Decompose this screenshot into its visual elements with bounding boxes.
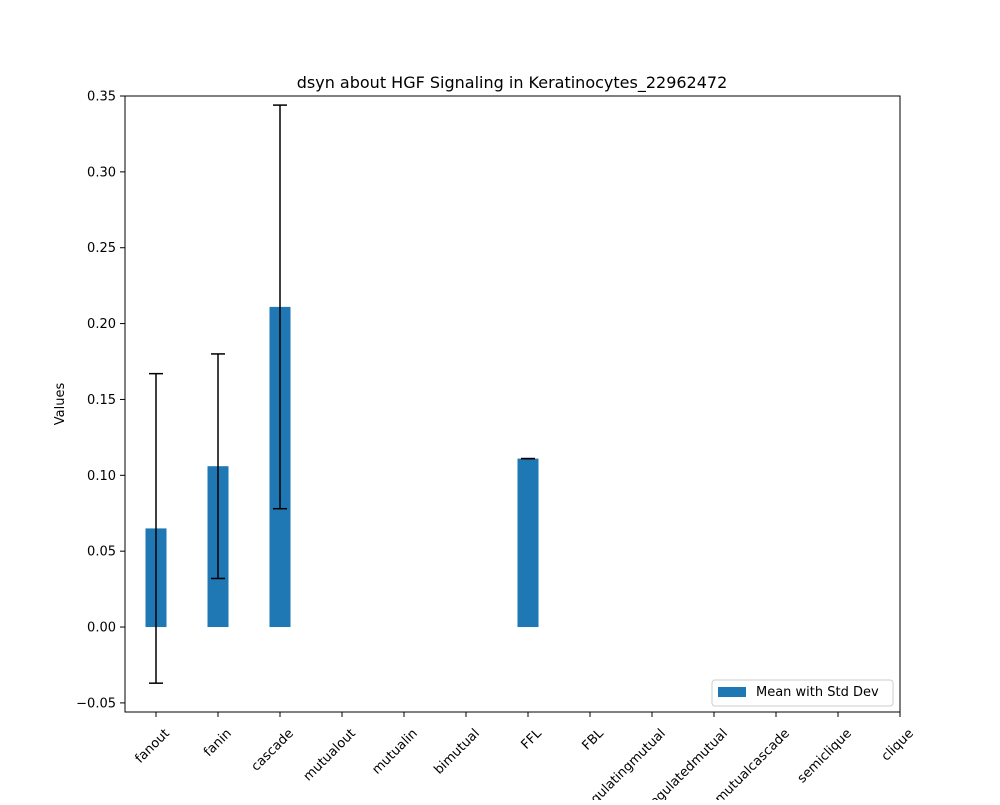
y-tick-label: 0.15 — [87, 393, 116, 408]
x-tick-label-mutualin: mutualin — [369, 726, 420, 777]
x-tick-label-mutualout: mutualout — [301, 726, 359, 784]
error-bar-fanout — [149, 372, 163, 684]
x-tick-label-fanout: fanout — [132, 726, 172, 766]
x-tick-label-FFL: FFL — [519, 726, 546, 753]
y-tick-label: 0.20 — [87, 317, 116, 332]
y-tick-label: 0.35 — [87, 90, 116, 105]
x-tick-label-cascade: cascade — [249, 726, 297, 774]
error-bar-cascade — [273, 104, 287, 510]
x-tick-label-FBL: FBL — [580, 726, 608, 754]
error-bars-layer — [149, 104, 535, 684]
error-bar-fanin — [211, 353, 225, 580]
x-axis: fanout fanin cascade mutualout mutualin bimut… — [132, 712, 917, 805]
y-tick-label: 0.25 — [87, 241, 116, 256]
plot-frame — [124, 95, 901, 713]
y-tick-label: 0.30 — [87, 165, 116, 180]
legend-swatch — [718, 687, 746, 697]
x-tick-label-clique: clique — [879, 726, 917, 764]
bar-FFL — [517, 458, 539, 628]
legend-label: Mean with Std Dev — [756, 685, 879, 700]
legend-box — [711, 679, 894, 707]
y-axis: −0.05 0.00 0.05 0.10 0.15 0.20 0.25 0.30 0.35 — [76, 90, 125, 711]
x-tick-label-bimutual: bimutual — [431, 726, 482, 777]
y-tick-label: 0.05 — [87, 545, 116, 560]
y-tick-label: −0.05 — [76, 696, 116, 711]
x-tick-label-fanin: fanin — [201, 726, 235, 760]
x-tick-label-semiclique: semiclique — [795, 726, 855, 786]
y-tick-label: 0.00 — [87, 621, 116, 636]
chart-title: dsyn about HGF Signaling in Keratinocyte… — [297, 73, 728, 93]
y-axis-label: Values — [53, 383, 68, 426]
legend: Mean with Std Dev — [711, 679, 894, 707]
y-tick-label: 0.10 — [87, 469, 116, 484]
bars-layer — [145, 306, 539, 628]
